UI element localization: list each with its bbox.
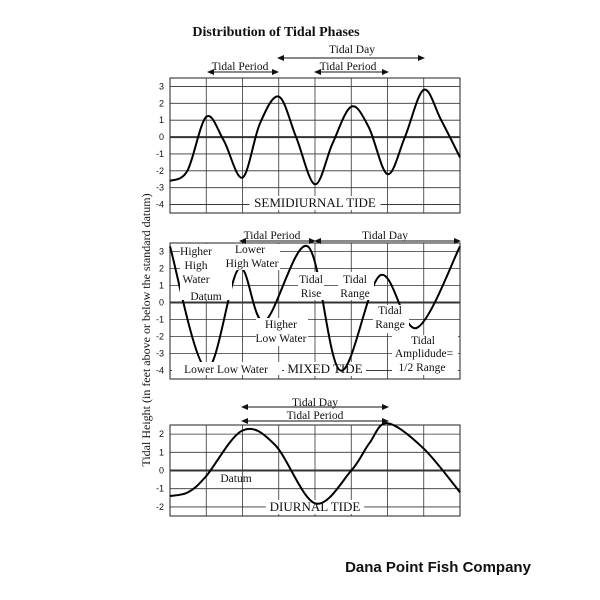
- semidiurnal-y-tick-label: 1: [159, 115, 164, 125]
- semidiurnal-y-tick-label: -2: [156, 166, 164, 176]
- mixed-y-tick-label: 3: [159, 247, 164, 257]
- label-high-water: High Water: [226, 258, 279, 270]
- mixed-labels: Higher High Water Datum Lower High Water…: [172, 244, 458, 376]
- label-higher-low: Higher: [265, 319, 297, 331]
- mixed-tide-title: MIXED TIDE: [287, 361, 362, 376]
- figure-title: Distribution of Tidal Phases: [192, 25, 360, 40]
- brand-label: Dana Point Fish Company: [345, 559, 532, 576]
- diurnal-y-tick-label: -1: [156, 484, 164, 494]
- semidiurnal-y-tick-label: 3: [159, 81, 164, 91]
- label-tidal-range-4: Range: [375, 319, 404, 331]
- semi-tidal-day-label: Tidal Day: [329, 44, 375, 56]
- diurnal-tide-panel: 2 1 0 -1 -2 DIURNAL TIDE: [156, 422, 461, 517]
- semidiurnal-y-tick-label: 0: [159, 132, 164, 142]
- label-lower-low-water: Lower Low Water: [184, 364, 268, 376]
- mixed-y-tick-label: 2: [159, 264, 164, 274]
- diurnal-y-tick-label: 2: [159, 429, 164, 439]
- label-amplitude-2: Amplidude=: [395, 348, 453, 360]
- label-high: High: [185, 260, 208, 272]
- diurnal-datum-label: Datum: [220, 473, 251, 485]
- semidiurnal-y-tick-label: -1: [156, 149, 164, 159]
- label-amplitude-1: Tidal: [411, 335, 435, 347]
- mixed-y-tick-label: 0: [159, 298, 164, 308]
- label-amplitude-3: 1/2 Range: [399, 362, 446, 374]
- semidiurnal-tide-curve: [169, 88, 461, 186]
- diurnal-y-tick-label: 1: [159, 447, 164, 457]
- semidiurnal-y-tick-label: -3: [156, 183, 164, 193]
- label-higher: Higher: [180, 246, 212, 258]
- semidiurnal-y-tick-label: -4: [156, 200, 164, 210]
- diurnal-tide-curve: [169, 422, 461, 505]
- mixed-y-tick-label: -4: [156, 366, 164, 376]
- mixed-y-tick-label: -2: [156, 332, 164, 342]
- label-tidal-rise-2: Rise: [301, 288, 321, 300]
- label-tidal-rise-1: Tidal: [299, 274, 323, 286]
- semidiurnal-name-backing: [249, 196, 381, 210]
- semidiurnal-tide-title: SEMIDIURNAL TIDE: [254, 195, 376, 210]
- mixed-tidal-day-label: Tidal Day: [362, 230, 408, 242]
- diurnal-tidal-period-label: Tidal Period: [287, 410, 344, 422]
- label-tidal-range-2: Range: [340, 288, 369, 300]
- mixed-y-tick-label: -3: [156, 349, 164, 359]
- mixed-tidal-period-label: Tidal Period: [244, 230, 301, 242]
- semidiurnal-tide-panel: 3 2 1 0 -1 -2 -3 -4 SEMIDIURNAL TIDE: [156, 77, 461, 214]
- semi-tidal-period2-label: Tidal Period: [320, 61, 377, 73]
- diurnal-name-backing: [265, 500, 365, 514]
- label-lower: Lower: [235, 244, 265, 256]
- diurnal-tidal-day-label: Tidal Day: [292, 397, 338, 409]
- label-low-water: Low Water: [256, 333, 307, 345]
- label-tidal-range-3: Tidal: [378, 305, 402, 317]
- y-axis-label: Tidal Height (in feet above or below the…: [139, 193, 153, 466]
- label-datum-mixed: Datum: [190, 291, 221, 303]
- semi-tidal-period-label: Tidal Period: [212, 61, 269, 73]
- label-water: Water: [182, 274, 209, 286]
- semidiurnal-y-tick-label: 2: [159, 98, 164, 108]
- diurnal-y-tick-label: -2: [156, 502, 164, 512]
- mixed-y-tick-label: -1: [156, 315, 164, 325]
- diurnal-tide-title: DIURNAL TIDE: [270, 499, 361, 514]
- mixed-y-tick-label: 1: [159, 281, 164, 291]
- label-tidal-range-1: Tidal: [343, 274, 367, 286]
- diurnal-y-tick-label: 0: [159, 466, 164, 476]
- mixed-name-backing: [284, 362, 366, 376]
